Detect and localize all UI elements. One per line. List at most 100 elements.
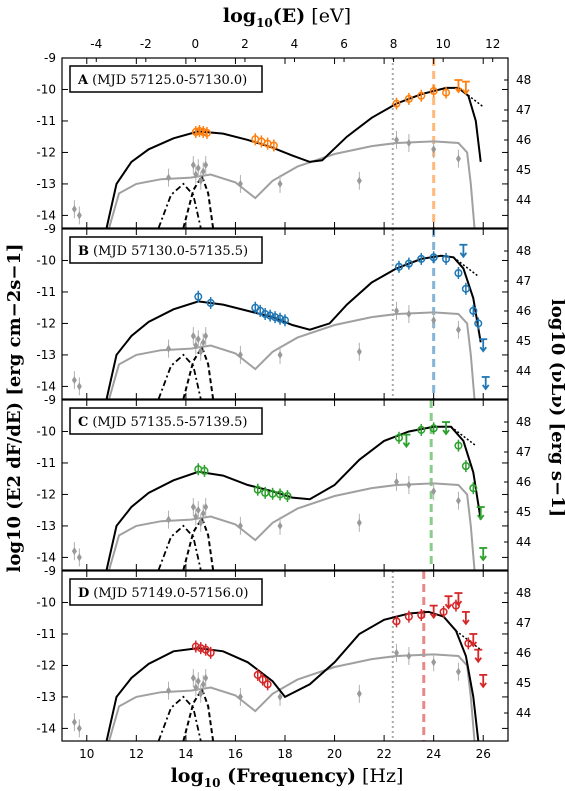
torus-component-curve <box>157 182 202 228</box>
model-curve <box>105 86 482 228</box>
data-point <box>417 254 426 263</box>
data-point <box>196 644 205 653</box>
top-axis-label-log: log <box>223 5 256 27</box>
data-point <box>469 484 478 493</box>
panel-mjd: (MJD 57149.0-57156.0) <box>93 586 248 601</box>
top-tick-label: 0 <box>192 37 200 51</box>
archival-model-curve <box>108 482 476 570</box>
archival-point <box>431 658 437 667</box>
torus-component-curve <box>157 524 202 570</box>
y-tick-label: -9 <box>44 564 56 578</box>
data-point <box>442 88 451 97</box>
archival-point <box>200 167 206 176</box>
archival-point <box>166 173 172 182</box>
top-axis-label-main: (E) <box>273 5 305 27</box>
disk-component-curve <box>182 686 215 741</box>
archival-point <box>431 145 437 154</box>
archival-point <box>394 477 399 486</box>
right-tick-label: 46 <box>516 304 531 318</box>
data-point <box>280 316 290 325</box>
model-curve <box>105 254 482 399</box>
data-point <box>206 298 215 308</box>
archival-point <box>200 509 206 518</box>
data-point <box>283 491 292 501</box>
archival-point <box>193 170 199 179</box>
panel-label: C (MJD 57135.5-57139.5) <box>69 407 263 435</box>
y-tick-label: -10 <box>36 82 56 96</box>
x-axis-label-log: log <box>171 765 204 787</box>
upper-limit-arrow <box>444 603 453 610</box>
right-tick-label: 48 <box>516 586 531 600</box>
upper-limit-arrow <box>462 89 470 96</box>
right-tick-label: 45 <box>516 505 531 519</box>
panel-content <box>71 400 488 570</box>
panel-label-text: D (MJD 57149.0-57156.0) <box>78 586 248 601</box>
panel-label: A (MJD 57125.0-57130.0) <box>69 65 263 93</box>
data-point <box>404 259 413 268</box>
archival-point <box>237 350 243 359</box>
archival-point <box>76 553 82 562</box>
archival-point <box>203 161 209 170</box>
data-point <box>429 253 438 262</box>
archival-point <box>190 161 196 170</box>
top-tick-label: 12 <box>485 37 500 51</box>
x-tick-label: 12 <box>129 747 144 761</box>
y-tick-label: -9 <box>44 222 56 236</box>
archival-point <box>394 306 399 315</box>
x-tick-label: 18 <box>277 747 292 761</box>
upper-limit-arrow <box>479 555 487 562</box>
panel-mjd: (MJD 57130.0-57135.5) <box>93 244 248 259</box>
right-tick-label: 48 <box>516 244 531 258</box>
data-point <box>404 612 413 621</box>
y-tick-label: -11 <box>36 114 56 128</box>
y-tick-label: -11 <box>36 285 56 299</box>
archival-point <box>277 692 283 701</box>
disk-component-curve <box>182 173 215 228</box>
y-tick-label: -14 <box>36 550 56 564</box>
right-tick-label: 44 <box>516 706 531 720</box>
torus-component-curve <box>157 695 202 741</box>
archival-point <box>394 648 399 657</box>
y-tick-label: -11 <box>36 456 56 470</box>
data-point <box>266 311 275 320</box>
data-point <box>392 99 401 108</box>
x-tick-label: 24 <box>426 747 441 761</box>
ebl-absorbed-curve <box>455 630 482 651</box>
top-tick-label: -4 <box>90 37 102 51</box>
data-point <box>258 675 267 684</box>
panel-letter: B <box>78 244 89 259</box>
torus-component-curve <box>157 353 202 399</box>
top-tick-label: 10 <box>436 37 451 51</box>
top-tick-label: 2 <box>241 37 249 51</box>
x-axis-label-sub: 10 <box>204 776 221 790</box>
y-tick-label: -13 <box>36 348 56 362</box>
archival-point <box>166 344 172 353</box>
archival-point <box>71 376 77 385</box>
data-point <box>275 490 285 499</box>
panel-letter: D <box>78 586 89 601</box>
top-tick-label: 8 <box>390 37 398 51</box>
panel-content <box>71 229 490 399</box>
x-tick-label: 20 <box>327 747 342 761</box>
data-point <box>454 441 463 450</box>
data-point <box>392 617 401 626</box>
panel-c: -9 -10 -11 -12 -13 -14 48 47 46 45 44 C (MJD 57135.5… <box>36 393 531 571</box>
archival-point <box>71 547 77 556</box>
data-point <box>469 306 478 315</box>
data-point <box>194 292 203 301</box>
data-point <box>200 466 209 475</box>
x-axis-label-unit: [Hz] <box>356 765 403 787</box>
archival-point <box>71 205 77 214</box>
data-point <box>394 262 404 271</box>
y-tick-label: -13 <box>36 177 56 191</box>
data-point <box>253 485 262 494</box>
top-axis-label-sub: 10 <box>256 16 273 30</box>
right-tick-label: 47 <box>516 616 531 630</box>
archival-point <box>200 338 206 347</box>
panel-label-box <box>69 407 263 435</box>
y-tick-label: -10 <box>36 424 56 438</box>
data-point <box>275 314 285 323</box>
y-tick-label: -14 <box>36 208 56 222</box>
ebl-absorbed-curve <box>450 426 477 447</box>
